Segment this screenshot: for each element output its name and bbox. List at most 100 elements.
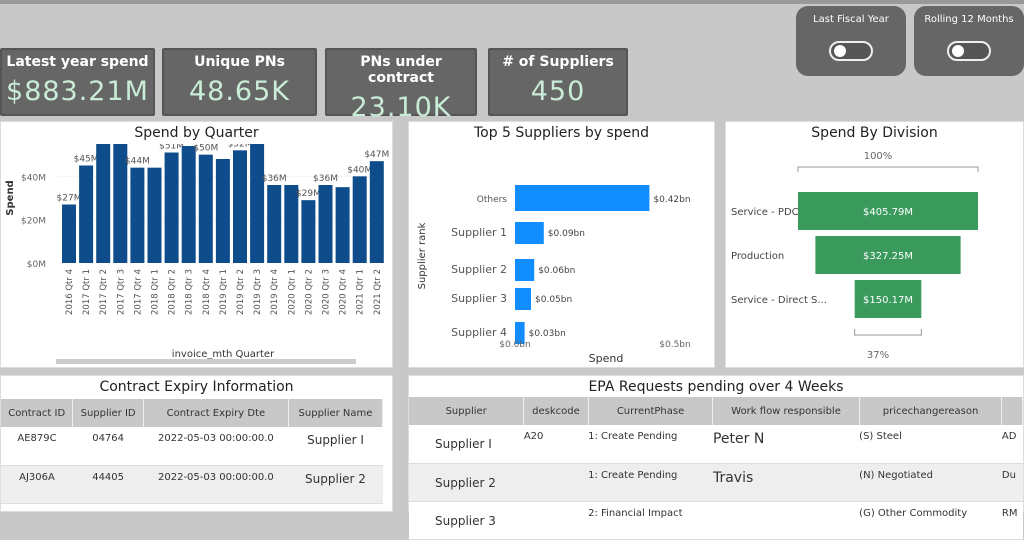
y-tick-label: Supplier 2 <box>451 263 507 276</box>
bar <box>113 144 128 263</box>
table-row[interactable]: Supplier 3 2: Financial Impact (G) Other C… <box>409 501 1023 539</box>
category-label: Production <box>731 251 784 262</box>
bar <box>198 154 213 263</box>
y-tick-label: $20M <box>21 217 46 227</box>
table-row[interactable]: AJ306A 44405 2022-05-03 00:00:00.0 Supplier… <box>1 465 383 503</box>
y-tick-label: Others <box>477 195 508 205</box>
table-cell: Supplier 2 <box>305 471 366 486</box>
table-cell: 2022-05-03 00:00:00.0 <box>158 471 274 483</box>
table-cell: (N) Negotiated <box>859 469 933 481</box>
table-row[interactable]: Supplier 2 1: Create Pending Travis (N) Neg… <box>409 463 1023 501</box>
data-label: $47M <box>364 150 389 160</box>
table-row[interactable]: AE879C 04764 2022-05-03 00:00:00.0 Supplier… <box>1 427 383 465</box>
bar <box>215 159 230 263</box>
x-tick-label: 2018 Qtr 4 <box>202 269 212 315</box>
bracket <box>854 329 922 336</box>
category-label: Service - Direct S... <box>731 295 827 306</box>
bar <box>318 185 333 263</box>
y-tick-label: $0M <box>27 260 46 270</box>
x-axis-title: invoice_mth Quarter <box>172 349 275 360</box>
bar <box>515 222 544 244</box>
toggle-label: Last Fiscal Year <box>813 14 889 25</box>
table-cell: 44405 <box>92 471 125 483</box>
column-header[interactable] <box>1001 397 1023 425</box>
table-cell: Supplier 2 <box>435 475 496 490</box>
table-cell: Supplier 3 <box>435 513 496 528</box>
spend-by-division-chart: Spend By Division 100% $405.79M Service - … <box>725 121 1024 368</box>
kpi-card: # of Suppliers 450 <box>488 48 628 116</box>
bar <box>301 200 316 263</box>
x-tick-label: 2019 Qtr 3 <box>253 269 263 315</box>
column-header[interactable]: Supplier ID <box>72 399 144 427</box>
column-header[interactable]: pricechangereason <box>859 397 1003 425</box>
table-cell: 1: Create Pending <box>588 469 678 481</box>
bar <box>515 185 650 211</box>
bar <box>181 146 196 263</box>
bracket <box>797 166 979 172</box>
bar <box>335 187 350 263</box>
chart-title: Top 5 Suppliers by spend <box>473 125 650 141</box>
funnel-bar <box>798 192 978 230</box>
spend-by-quarter-chart: Spend by Quarter $0M$20M$40M$60MSpend$27… <box>0 121 393 368</box>
data-label: $0.42bn <box>653 195 690 205</box>
toggle-switch[interactable] <box>947 41 991 61</box>
chart-title: Spend By Division <box>811 125 938 141</box>
table-cell <box>524 463 588 501</box>
kpi-card: Latest year spend $883.21M <box>0 48 155 116</box>
funnel-bar <box>815 236 961 274</box>
x-tick-label: 2018 Qtr 3 <box>185 269 195 315</box>
column-header[interactable]: Contract ID <box>1 399 74 427</box>
x-tick-label: 2020 Qtr 3 <box>322 269 332 315</box>
toggle-switch[interactable] <box>829 41 873 61</box>
data-label: $44M <box>125 157 150 167</box>
top-bar <box>0 0 1024 4</box>
x-tick-label: 2020 Qtr 1 <box>287 269 297 315</box>
table-cell <box>524 501 588 539</box>
y-tick-label: Supplier 4 <box>451 326 507 339</box>
x-tick-label: 2017 Qtr 1 <box>82 269 92 315</box>
data-label: $51M <box>159 144 184 152</box>
kpi-title: Latest year spend <box>6 54 149 70</box>
bar <box>96 144 111 263</box>
data-label: $36M <box>313 174 338 184</box>
top-suppliers-chart: Top 5 Suppliers by spend Others $0.42bn Su… <box>408 121 715 368</box>
x-axis-title: Spend <box>589 352 624 365</box>
column-header[interactable]: Work flow responsible <box>712 397 860 425</box>
x-tick-label: 2021 Qtr 1 <box>356 269 366 315</box>
column-header[interactable]: CurrentPhase <box>588 397 714 425</box>
data-label: $0.09bn <box>548 229 585 239</box>
bar <box>352 176 367 263</box>
column-header[interactable]: deskcode <box>523 397 589 425</box>
column-header[interactable]: Supplier Name <box>288 399 383 427</box>
column-header[interactable]: Supplier <box>409 397 525 425</box>
epa-requests-table: EPA Requests pending over 4 Weeks Suppli… <box>408 375 1024 539</box>
table-cell: 04764 <box>92 433 125 444</box>
table-cell: Travis <box>712 469 754 486</box>
category-label: Service - PDC <box>731 207 799 218</box>
table-cell: Peter N <box>712 431 765 447</box>
table-cell: A20 <box>523 431 544 442</box>
horizontal-scrollbar[interactable] <box>56 359 356 364</box>
table-cell: AD <box>1001 431 1017 442</box>
bar <box>515 259 535 281</box>
data-label: $0.03bn <box>529 329 566 339</box>
x-tick-label: 2020 Qtr 4 <box>339 269 349 315</box>
data-label: $50M <box>193 144 218 154</box>
table-row[interactable]: Supplier I A20 1: Create Pending Peter N (S)… <box>409 425 1023 463</box>
table-cell: AJ306A <box>19 471 55 483</box>
bar <box>267 185 282 263</box>
table-title: Contract Expiry Information <box>99 379 294 395</box>
x-tick-label: 2017 Qtr 3 <box>116 269 126 315</box>
column-header[interactable]: Contract Expiry Dte <box>143 399 290 427</box>
x-tick-label: $0.5bn <box>659 340 690 350</box>
x-tick-label: 2018 Qtr 1 <box>151 269 161 315</box>
table-title: EPA Requests pending over 4 Weeks <box>588 379 844 395</box>
x-tick-label: 2017 Qtr 2 <box>99 269 109 315</box>
x-tick-label: 2016 Qtr 4 <box>65 269 75 315</box>
table-cell <box>713 501 859 539</box>
table-cell: (G) Other Commodity <box>859 507 968 519</box>
kpi-card: PNs under contract 23.10K <box>325 48 477 123</box>
data-label: $52M <box>228 144 253 149</box>
x-tick-label: 2018 Qtr 2 <box>168 269 178 315</box>
y-tick-label: Supplier 1 <box>451 226 507 239</box>
